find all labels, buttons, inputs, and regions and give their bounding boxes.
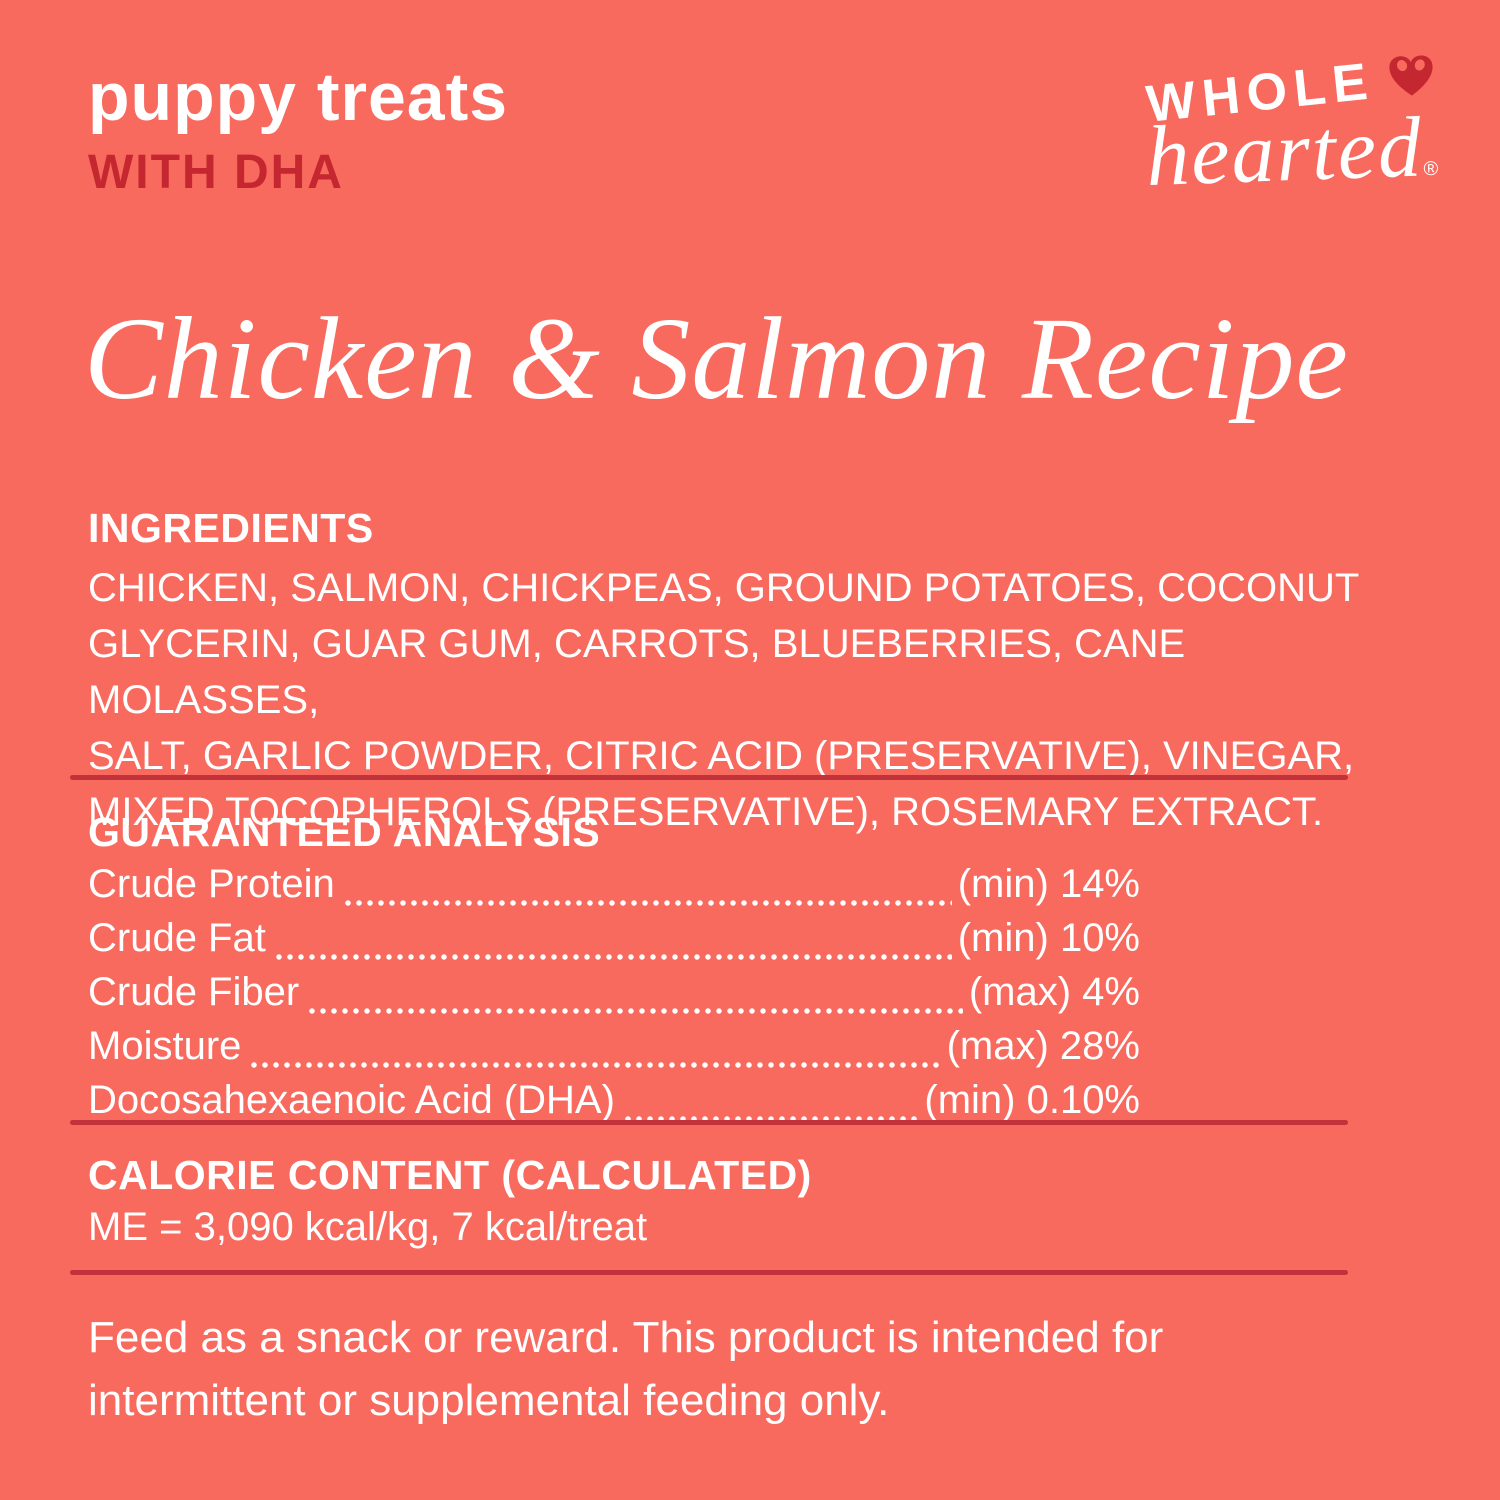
ingredients-line: SALT, GARLIC POWDER, CITRIC ACID (PRESER… [88, 734, 1355, 778]
analysis-value: (min) 14% [957, 862, 1140, 906]
section-divider [70, 775, 1348, 780]
feeding-statement: Feed as a snack or reward. This product … [88, 1306, 1388, 1432]
analysis-label: Crude Protein [88, 862, 335, 906]
brand-logo: WHOLE hearted® [1140, 52, 1444, 204]
feeding-statement-line: Feed as a snack or reward. This product … [88, 1313, 1164, 1362]
calorie-content-value: ME = 3,090 kcal/kg, 7 kcal/treat [88, 1205, 648, 1249]
dot-leader [344, 900, 952, 906]
recipe-headline: Chicken & Salmon Recipe [84, 293, 1349, 424]
dot-leader [275, 954, 952, 960]
analysis-row: Crude Fat (min) 10% [88, 916, 1140, 970]
feeding-statement-line: intermittent or supplemental feeding onl… [88, 1376, 890, 1425]
analysis-value: (max) 4% [968, 970, 1140, 1014]
analysis-row: Crude Protein (min) 14% [88, 862, 1140, 916]
product-subtitle: WITH DHA [88, 146, 344, 200]
analysis-row: Crude Fiber (max) 4% [88, 970, 1140, 1024]
brand-logo-top: WHOLE [1140, 52, 1442, 134]
ingredients-line: MIXED TOCOPHEROLS (PRESERVATIVE), ROSEMA… [88, 790, 1324, 834]
ingredients-line: CHICKEN, SALMON, CHICKPEAS, GROUND POTAT… [88, 566, 1360, 610]
guaranteed-analysis-table: Crude Protein (min) 14% Crude Fat (min) … [88, 862, 1140, 1132]
analysis-value: (max) 28% [946, 1024, 1140, 1068]
section-divider [70, 1120, 1348, 1125]
dot-leader [309, 1008, 963, 1014]
analysis-label: Crude Fiber [88, 970, 300, 1014]
product-name: puppy treats [88, 59, 509, 135]
guaranteed-analysis-heading: GUARANTEED ANALYSIS [88, 809, 601, 855]
analysis-label: Docosahexaenoic Acid (DHA) [88, 1078, 615, 1122]
analysis-value: (min) 0.10% [924, 1078, 1140, 1122]
ingredients-heading: INGREDIENTS [88, 505, 374, 551]
analysis-label: Moisture [88, 1024, 242, 1068]
analysis-row: Moisture (max) 28% [88, 1024, 1140, 1078]
heart-nose-icon [1389, 55, 1433, 96]
dot-leader [251, 1062, 941, 1068]
section-divider [70, 1270, 1348, 1275]
registered-trademark-symbol: ® [1423, 157, 1441, 181]
ingredients-line: GLYCERIN, GUAR GUM, CARROTS, BLUEBERRIES… [88, 622, 1186, 722]
title-block: puppy treats WITH DHA [88, 59, 509, 200]
analysis-label: Crude Fat [88, 916, 266, 960]
dot-leader [624, 1116, 919, 1122]
analysis-value: (min) 10% [957, 916, 1140, 960]
analysis-row: Docosahexaenoic Acid (DHA) (min) 0.10% [88, 1078, 1140, 1132]
ingredients-list: CHICKEN, SALMON, CHICKPEAS, GROUND POTAT… [88, 560, 1418, 840]
calorie-content-heading: CALORIE CONTENT (CALCULATED) [88, 1152, 812, 1198]
